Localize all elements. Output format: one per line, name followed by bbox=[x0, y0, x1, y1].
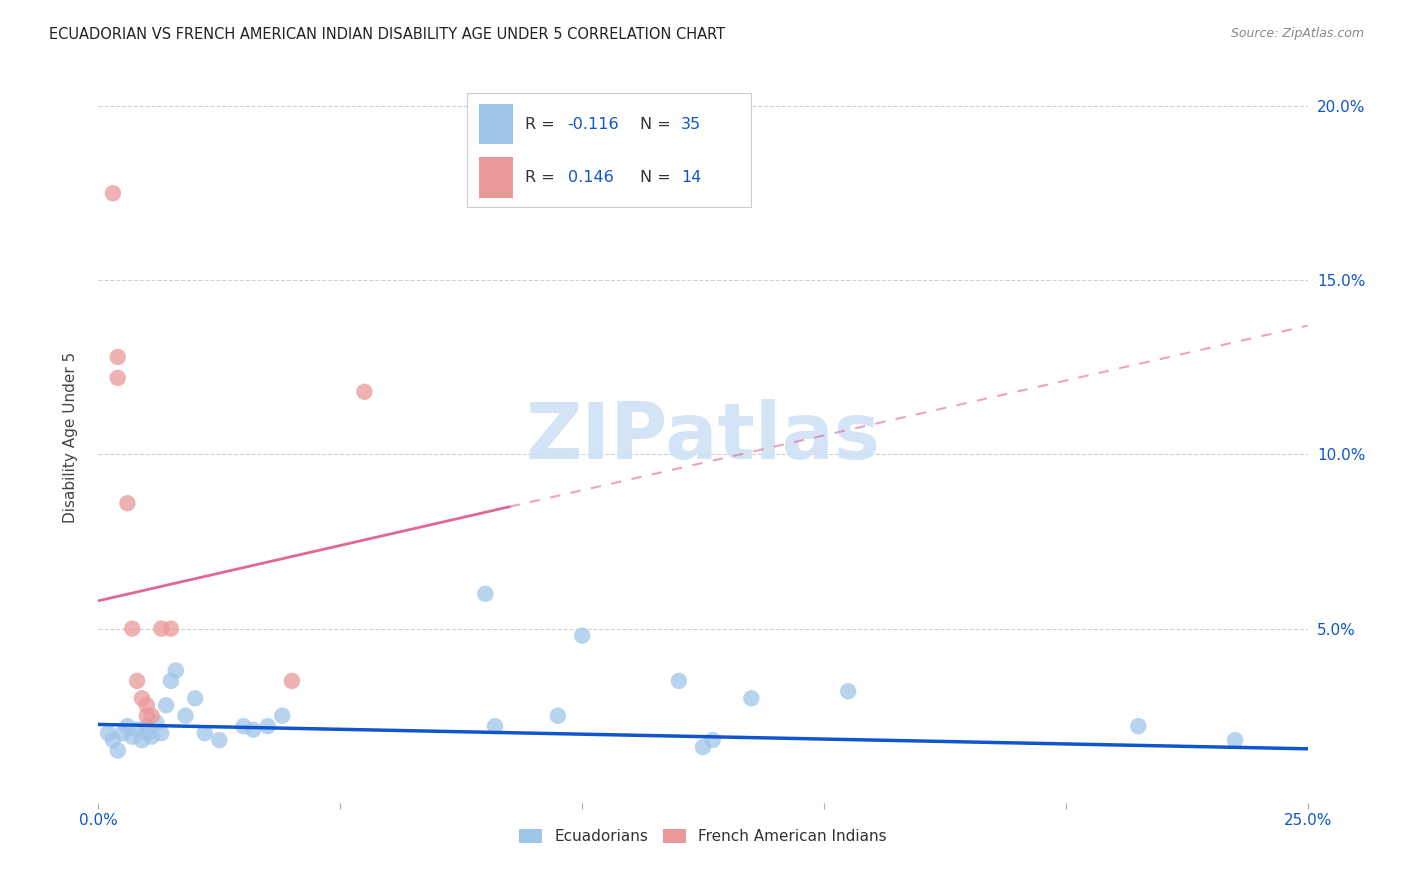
Point bbox=[256, 719, 278, 733]
Point bbox=[837, 684, 859, 698]
Point bbox=[474, 587, 496, 601]
Point bbox=[1223, 733, 1246, 747]
FancyBboxPatch shape bbox=[467, 94, 751, 207]
Text: N =: N = bbox=[640, 169, 676, 185]
Point bbox=[121, 730, 143, 744]
Point bbox=[155, 698, 177, 713]
Point bbox=[117, 719, 139, 733]
Point bbox=[135, 708, 157, 723]
Point bbox=[135, 726, 157, 740]
Point bbox=[135, 719, 157, 733]
Point bbox=[184, 691, 207, 706]
Point bbox=[281, 673, 304, 688]
Text: R =: R = bbox=[526, 169, 565, 185]
Point bbox=[160, 622, 183, 636]
Point bbox=[547, 708, 569, 723]
Point bbox=[150, 726, 173, 740]
Point bbox=[117, 496, 139, 510]
Y-axis label: Disability Age Under 5: Disability Age Under 5 bbox=[63, 351, 77, 523]
Text: 35: 35 bbox=[682, 117, 702, 131]
Point bbox=[111, 726, 134, 740]
Point bbox=[107, 350, 129, 364]
Point bbox=[353, 384, 375, 399]
Text: ZIPatlas: ZIPatlas bbox=[526, 399, 880, 475]
Point bbox=[160, 673, 183, 688]
Point bbox=[107, 371, 129, 385]
Text: R =: R = bbox=[526, 117, 560, 131]
Text: -0.116: -0.116 bbox=[568, 117, 619, 131]
FancyBboxPatch shape bbox=[479, 103, 513, 145]
Text: ECUADORIAN VS FRENCH AMERICAN INDIAN DISABILITY AGE UNDER 5 CORRELATION CHART: ECUADORIAN VS FRENCH AMERICAN INDIAN DIS… bbox=[49, 27, 725, 42]
Point bbox=[131, 691, 153, 706]
Point bbox=[121, 622, 143, 636]
Point bbox=[271, 708, 294, 723]
Point bbox=[101, 733, 124, 747]
Point bbox=[127, 723, 149, 737]
Point bbox=[127, 673, 149, 688]
Point bbox=[571, 629, 593, 643]
Point bbox=[174, 708, 197, 723]
Point bbox=[740, 691, 762, 706]
Text: 14: 14 bbox=[682, 169, 702, 185]
Point bbox=[101, 186, 124, 201]
Point bbox=[208, 733, 231, 747]
Point bbox=[668, 673, 690, 688]
Point bbox=[194, 726, 217, 740]
Point bbox=[1128, 719, 1150, 733]
Point bbox=[107, 743, 129, 757]
Point bbox=[165, 664, 187, 678]
Point bbox=[484, 719, 506, 733]
Text: Source: ZipAtlas.com: Source: ZipAtlas.com bbox=[1230, 27, 1364, 40]
Point bbox=[135, 698, 157, 713]
Text: 0.146: 0.146 bbox=[568, 169, 613, 185]
Point bbox=[131, 733, 153, 747]
Legend: Ecuadorians, French American Indians: Ecuadorians, French American Indians bbox=[513, 822, 893, 850]
FancyBboxPatch shape bbox=[479, 157, 513, 197]
Point bbox=[692, 740, 714, 755]
Point bbox=[97, 726, 120, 740]
Point bbox=[150, 622, 173, 636]
Point bbox=[232, 719, 254, 733]
Text: N =: N = bbox=[640, 117, 676, 131]
Point bbox=[145, 715, 167, 730]
Point bbox=[242, 723, 264, 737]
Point bbox=[702, 733, 724, 747]
Point bbox=[141, 708, 163, 723]
Point bbox=[141, 730, 163, 744]
